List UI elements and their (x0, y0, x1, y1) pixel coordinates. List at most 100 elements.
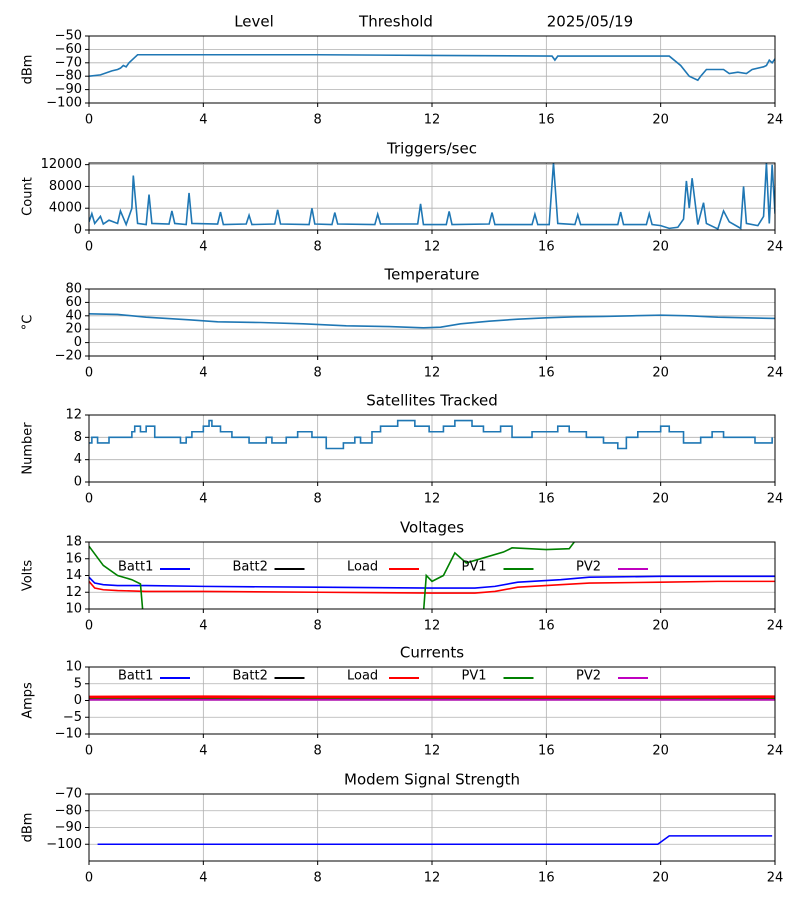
x-tick-label: 4 (199, 366, 207, 381)
y-axis-label: Number (21, 422, 36, 475)
y-tick-label: −80 (55, 69, 82, 84)
y-tick-label: 12000 (41, 157, 82, 172)
axes-frame (88, 666, 776, 735)
y-tick-label: 60 (65, 295, 82, 310)
y-tick-label: 40 (65, 308, 82, 323)
y-tick-label: 4000 (49, 201, 82, 216)
x-tick-label: 0 (85, 744, 93, 759)
legend-label: PV1 (462, 669, 487, 684)
x-tick-label: 4 (199, 871, 207, 886)
x-tick-label: 8 (314, 492, 322, 507)
chart-title: Threshold (358, 13, 433, 31)
x-tick-label: 8 (314, 240, 322, 255)
legend-label: PV1 (462, 560, 487, 575)
y-tick-label: 4 (74, 452, 82, 467)
x-tick-label: 24 (767, 619, 784, 634)
x-tick-label: 8 (314, 744, 322, 759)
x-tick-label: 12 (424, 240, 441, 255)
chart-title: Modem Signal Strength (344, 771, 520, 789)
y-tick-label: −80 (55, 803, 82, 818)
y-tick-label: −10 (55, 727, 82, 742)
x-tick-label: 16 (538, 492, 555, 507)
x-tick-label: 12 (424, 744, 441, 759)
x-tick-label: 24 (767, 744, 784, 759)
y-tick-label: 0 (74, 475, 82, 490)
lines (89, 695, 775, 701)
x-tick-label: 4 (199, 744, 207, 759)
axes-frame (88, 288, 776, 357)
x-tick-label: 16 (538, 619, 555, 634)
legend-label: PV2 (576, 669, 601, 684)
lines (97, 835, 773, 846)
x-tick-label: 20 (652, 492, 669, 507)
x-tick-label: 0 (85, 240, 93, 255)
series-line (89, 53, 775, 82)
x-tick-label: 20 (652, 366, 669, 381)
y-tick-label: 12 (65, 585, 82, 600)
chart-title: Satellites Tracked (366, 392, 497, 410)
y-tick-label: −20 (55, 349, 82, 364)
chart-title: Voltages (400, 519, 464, 537)
y-tick-label: −60 (55, 42, 82, 57)
x-tick-label: 4 (199, 492, 207, 507)
axes-frame (88, 541, 776, 610)
x-tick-label: 24 (767, 492, 784, 507)
y-axis-label: dBm (21, 813, 36, 843)
y-tick-label: 0 (74, 335, 82, 350)
panel: 0 4 8 12 16 20 24 −10 −5 0 510 Currents Amps Batt1 Bat… (21, 644, 784, 759)
lines (89, 53, 775, 82)
y-tick-label: 0 (74, 693, 82, 708)
lines (89, 163, 775, 230)
axes-frame (88, 793, 776, 862)
lines (89, 542, 775, 609)
legend-label: Batt2 (233, 669, 268, 684)
y-tick-label: −70 (55, 55, 82, 70)
lines (89, 419, 773, 450)
legend-label: Batt1 (118, 560, 153, 575)
x-tick-label: 24 (767, 871, 784, 886)
y-tick-label: −90 (55, 820, 82, 835)
axes-frame (88, 162, 776, 231)
x-tick-label: 12 (424, 113, 441, 128)
legend-label: Load (347, 669, 378, 684)
y-tick-label: 5 (74, 676, 82, 691)
legend-label: Batt2 (233, 560, 268, 575)
y-tick-label: −50 (55, 29, 82, 44)
y-tick-label: 14 (65, 568, 82, 583)
y-tick-label: 8000 (49, 179, 82, 194)
x-tick-label: 20 (652, 113, 669, 128)
series-line (89, 163, 775, 230)
x-tick-label: 20 (652, 619, 669, 634)
series-line (89, 542, 576, 609)
legend-label: Load (347, 560, 378, 575)
x-tick-label: 12 (424, 619, 441, 634)
chart-title: 2025/05/19 (547, 13, 633, 31)
series-line (89, 580, 775, 594)
legend-label: Batt1 (118, 669, 153, 684)
y-axis-label: °C (21, 315, 36, 331)
x-tick-label: 16 (538, 744, 555, 759)
x-tick-label: 4 (199, 113, 207, 128)
x-tick-label: 24 (767, 113, 784, 128)
y-tick-label: 80 (65, 282, 82, 297)
x-tick-label: 16 (538, 871, 555, 886)
x-tick-label: 8 (314, 366, 322, 381)
x-tick-label: 0 (85, 366, 93, 381)
y-tick-label: −90 (55, 82, 82, 97)
chart-title: Level (234, 13, 274, 31)
series-line (89, 575, 775, 589)
x-tick-label: 0 (85, 492, 93, 507)
y-tick-label: 10 (65, 660, 82, 675)
lines (89, 312, 775, 329)
x-tick-label: 8 (314, 619, 322, 634)
x-tick-label: 4 (199, 240, 207, 255)
x-tick-label: 20 (652, 744, 669, 759)
panel: 0 4 8 12 16 20 24 0 4 8 12 Satellites Tracked Number (21, 392, 784, 507)
x-tick-label: 12 (424, 366, 441, 381)
y-axis-label: Volts (21, 560, 36, 592)
x-tick-label: 0 (85, 871, 93, 886)
y-tick-label: 18 (65, 535, 82, 550)
x-tick-label: 0 (85, 619, 93, 634)
